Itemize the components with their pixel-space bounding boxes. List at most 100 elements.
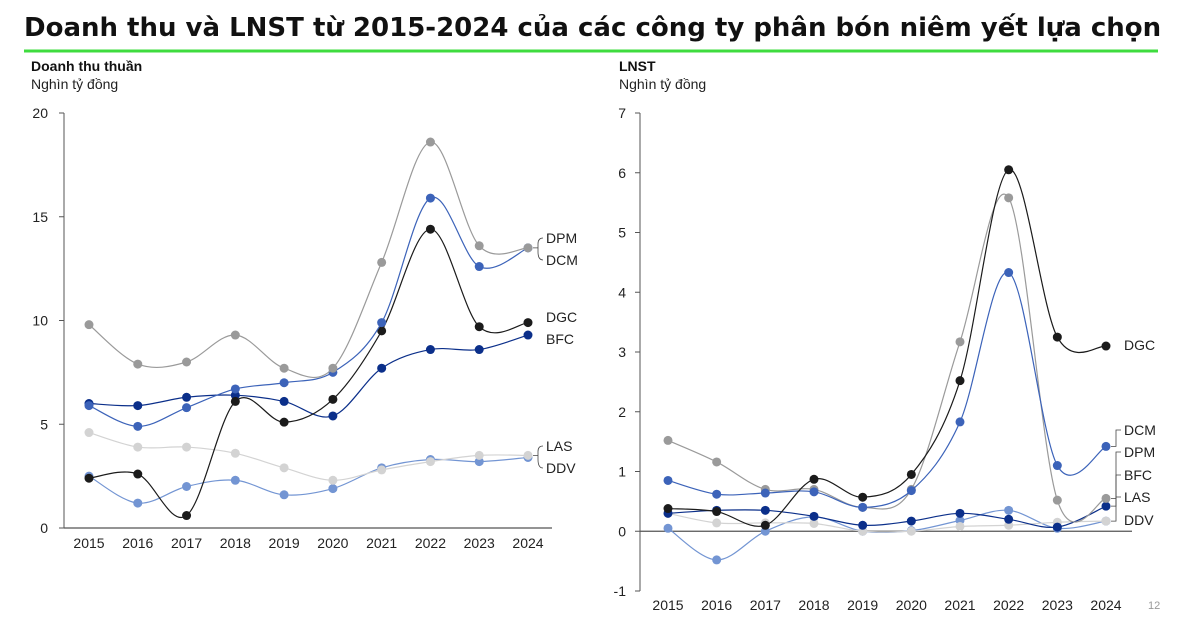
label-ddv: DDV	[1124, 512, 1154, 528]
x-tick-label: 2015	[652, 597, 683, 613]
point-dcm	[858, 502, 868, 512]
line-bfc	[667, 505, 1107, 529]
x-tick-label: 2018	[220, 535, 251, 551]
point-las	[84, 428, 94, 438]
line-dgc	[88, 228, 529, 519]
x-tick-label: 2022	[993, 597, 1024, 613]
series-dpm	[84, 137, 533, 379]
point-bfc	[858, 520, 868, 530]
series-las	[84, 428, 533, 485]
x-tick-label: 2017	[750, 597, 781, 613]
point-dpm	[712, 457, 722, 467]
point-dgc	[906, 469, 916, 479]
right-chart-unit: Nghìn tỷ đồng	[619, 76, 706, 92]
y-tick-label: 0	[618, 523, 626, 539]
point-dcm	[1052, 461, 1062, 471]
x-tick-label: 2020	[317, 535, 348, 551]
x-tick-label: 2023	[1042, 597, 1073, 613]
point-dgc	[133, 469, 143, 479]
series-ddv	[663, 505, 1111, 565]
point-dcm	[230, 384, 240, 394]
series-ddv	[84, 452, 533, 508]
point-bfc	[906, 516, 916, 526]
point-dcm	[1101, 441, 1111, 451]
point-dgc	[425, 224, 435, 234]
line-ddv	[88, 456, 529, 504]
point-dgc	[663, 504, 673, 514]
point-las	[523, 450, 533, 460]
line-dgc	[667, 169, 1107, 527]
label-ddv: DDV	[546, 460, 576, 476]
point-las	[182, 442, 192, 452]
point-bfc	[182, 392, 192, 402]
point-dpm	[377, 257, 387, 267]
point-dpm	[1004, 193, 1014, 203]
y-tick-label: 3	[618, 344, 626, 360]
point-dpm	[1052, 495, 1062, 505]
point-bfc	[425, 345, 435, 355]
point-dpm	[1101, 493, 1111, 503]
x-tick-label: 2021	[366, 535, 397, 551]
series-dgc	[84, 224, 533, 521]
line-bfc	[88, 334, 529, 418]
y-tick-label: 5	[618, 225, 626, 241]
point-ddv	[712, 555, 722, 565]
label-dpm: DPM	[546, 230, 577, 246]
point-bfc	[328, 411, 338, 421]
label-connector	[1111, 429, 1121, 447]
y-tick-label: 2	[618, 404, 626, 420]
x-tick-label: 2024	[1090, 597, 1121, 613]
point-dpm	[663, 435, 673, 445]
point-bfc	[809, 511, 819, 521]
x-tick-label: 2015	[73, 535, 104, 551]
point-dpm	[279, 363, 289, 373]
label-bfc: BFC	[1124, 467, 1152, 483]
x-tick-label: 2016	[122, 535, 153, 551]
label-dpm: DPM	[1124, 444, 1155, 460]
series-dpm	[663, 193, 1111, 523]
point-las	[1101, 516, 1111, 526]
point-dgc	[809, 474, 819, 484]
x-tick-label: 2017	[171, 535, 202, 551]
point-dcm	[377, 318, 387, 328]
y-tick-label: 4	[618, 284, 626, 300]
point-dcm	[663, 475, 673, 485]
point-dgc	[182, 511, 192, 521]
point-dgc	[1052, 332, 1062, 342]
point-bfc	[1004, 514, 1014, 524]
point-ddv	[182, 482, 192, 491]
point-dgc	[523, 318, 533, 328]
point-bfc	[279, 396, 289, 406]
point-ddv	[230, 475, 240, 485]
x-tick-label: 2016	[701, 597, 732, 613]
y-tick-label: 20	[32, 105, 48, 121]
point-bfc	[955, 508, 965, 518]
point-las	[955, 521, 965, 531]
point-las	[906, 526, 916, 536]
point-las	[328, 475, 338, 485]
point-dcm	[906, 486, 916, 496]
point-las	[809, 518, 819, 528]
point-dcm	[425, 193, 435, 203]
y-tick-label: 15	[32, 209, 48, 225]
point-dpm	[474, 241, 484, 251]
point-dgc	[474, 322, 484, 332]
point-dcm	[1004, 268, 1014, 278]
point-dcm	[133, 421, 143, 431]
y-tick-label: 1	[618, 464, 626, 480]
point-bfc	[1101, 501, 1111, 511]
x-tick-label: 2019	[269, 535, 300, 551]
point-dpm	[182, 357, 192, 367]
y-tick-label: 7	[618, 105, 626, 121]
point-dcm	[474, 262, 484, 272]
label-las: LAS	[1124, 489, 1150, 505]
x-tick-label: 2019	[847, 597, 878, 613]
line-las	[667, 512, 1107, 533]
y-tick-label: 0	[40, 520, 48, 536]
point-bfc	[133, 401, 143, 411]
label-las: LAS	[546, 438, 572, 454]
point-dgc	[955, 376, 965, 386]
line-dpm	[667, 193, 1107, 523]
line-las	[88, 431, 529, 481]
